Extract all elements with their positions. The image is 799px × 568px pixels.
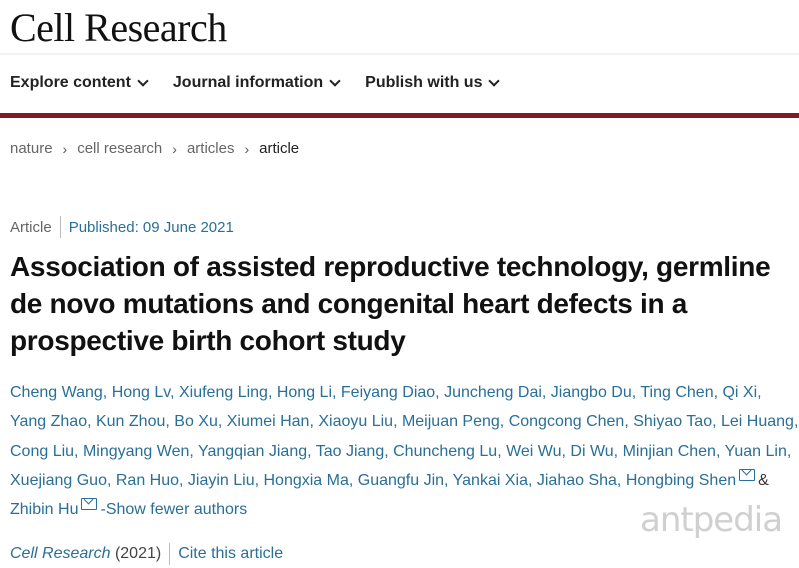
author-link[interactable]: Xuejiang Guo bbox=[10, 471, 107, 489]
article-type: Article bbox=[10, 218, 52, 236]
chevron-right-icon: › bbox=[62, 140, 68, 157]
journal-name: Cell Research bbox=[10, 545, 111, 562]
breadcrumb-articles[interactable]: articles bbox=[186, 140, 235, 157]
nav-label: Explore content bbox=[10, 74, 131, 91]
watermark-logo: antpedia bbox=[640, 500, 783, 540]
chevron-down-icon bbox=[137, 75, 149, 87]
author-link[interactable]: Juncheng Dai bbox=[444, 384, 542, 401]
chevron-down-icon bbox=[329, 75, 341, 87]
author-link[interactable]: Yangqian Jiang bbox=[197, 442, 308, 460]
nav-journal-information[interactable]: Journal information bbox=[172, 74, 341, 92]
published-date: Published: 09 June 2021 bbox=[68, 218, 234, 236]
divider bbox=[169, 543, 171, 565]
author-list: Cheng Wang, Hong Lv, Xiufeng Ling, Hong … bbox=[10, 384, 799, 519]
breadcrumb-current: article bbox=[259, 140, 300, 157]
author-link[interactable]: Yang Zhao bbox=[10, 413, 88, 431]
author-link[interactable]: Xiumei Han bbox=[226, 413, 310, 431]
divider bbox=[59, 216, 61, 238]
chevron-down-icon bbox=[488, 75, 501, 87]
journal-logo[interactable]: Cell Research bbox=[10, 5, 227, 50]
corresponding-author-link[interactable]: Hongbing Shen bbox=[625, 471, 737, 489]
main-nav: Explore content Journal information Publ… bbox=[10, 74, 524, 92]
accent-bar bbox=[0, 113, 799, 118]
author-link[interactable]: Shiyao Tao bbox=[633, 413, 713, 431]
breadcrumb-nature[interactable]: nature bbox=[10, 140, 53, 157]
header-divider bbox=[0, 53, 799, 55]
author-link[interactable]: Ting Chen bbox=[640, 384, 714, 401]
chevron-right-icon: › bbox=[244, 140, 250, 157]
breadcrumb: nature › cell research › articles › article bbox=[10, 140, 299, 157]
author-link[interactable]: Hongxia Ma bbox=[263, 471, 349, 489]
email-icon[interactable] bbox=[739, 468, 756, 481]
and-separator: & bbox=[758, 471, 769, 489]
email-icon[interactable] bbox=[81, 498, 98, 511]
author-link[interactable]: Kun Zhou bbox=[95, 413, 166, 431]
corresponding-author-link[interactable]: Zhibin Hu bbox=[10, 501, 79, 519]
author-link[interactable]: Congcong Chen bbox=[508, 413, 625, 431]
author-link[interactable]: Jiayin Liu bbox=[187, 471, 255, 489]
author-link[interactable]: Ran Huo bbox=[115, 471, 180, 489]
author-link[interactable]: Qi Xi bbox=[722, 384, 758, 401]
author-link[interactable]: Hong Li bbox=[276, 384, 332, 401]
author-link[interactable]: Cong Liu bbox=[10, 442, 75, 460]
author-link[interactable]: Guangfu Jin bbox=[357, 471, 445, 489]
citation-line: Cell Research (2021) Cite this article bbox=[10, 543, 283, 565]
author-link[interactable]: Xiaoyu Liu bbox=[318, 413, 394, 431]
author-link[interactable]: Yuan Lin bbox=[724, 442, 787, 460]
author-link[interactable]: Hong Lv bbox=[111, 384, 171, 401]
author-link[interactable]: Xiufeng Ling bbox=[178, 384, 268, 401]
author-link[interactable]: Meijuan Peng bbox=[401, 413, 500, 431]
nav-label: Publish with us bbox=[365, 74, 483, 91]
author-link[interactable]: Lei Huang bbox=[720, 413, 794, 431]
author-link[interactable]: Mingyang Wen bbox=[82, 442, 190, 460]
author-link[interactable]: Jiahao Sha bbox=[536, 471, 617, 489]
author-link[interactable]: Chuncheng Lu bbox=[393, 442, 498, 460]
author-link[interactable]: Bo Xu bbox=[174, 413, 218, 431]
show-fewer-authors-button[interactable]: -Show fewer authors bbox=[100, 501, 248, 519]
nav-explore-content[interactable]: Explore content bbox=[10, 74, 149, 92]
author-link[interactable]: Di Wu bbox=[570, 442, 614, 460]
cite-this-article-link[interactable]: Cite this article bbox=[178, 545, 284, 562]
author-link[interactable]: Feiyang Diao bbox=[340, 384, 436, 401]
article-title: Association of assisted reproductive tec… bbox=[10, 251, 771, 356]
breadcrumb-cell-research[interactable]: cell research bbox=[77, 140, 163, 157]
publication-year: (2021) bbox=[114, 545, 162, 562]
author-link[interactable]: Jiangbo Du bbox=[550, 384, 632, 401]
author-link[interactable]: Minjian Chen bbox=[622, 442, 716, 460]
article-meta: Article Published: 09 June 2021 bbox=[10, 216, 234, 238]
author-link[interactable]: Tao Jiang bbox=[315, 442, 385, 460]
author-link[interactable]: Cheng Wang bbox=[10, 384, 103, 401]
chevron-right-icon: › bbox=[172, 140, 177, 157]
nav-publish-with-us[interactable]: Publish with us bbox=[365, 74, 501, 92]
author-link[interactable]: Yankai Xia bbox=[452, 471, 528, 489]
author-link[interactable]: Wei Wu bbox=[506, 442, 562, 460]
nav-label: Journal information bbox=[172, 74, 324, 91]
